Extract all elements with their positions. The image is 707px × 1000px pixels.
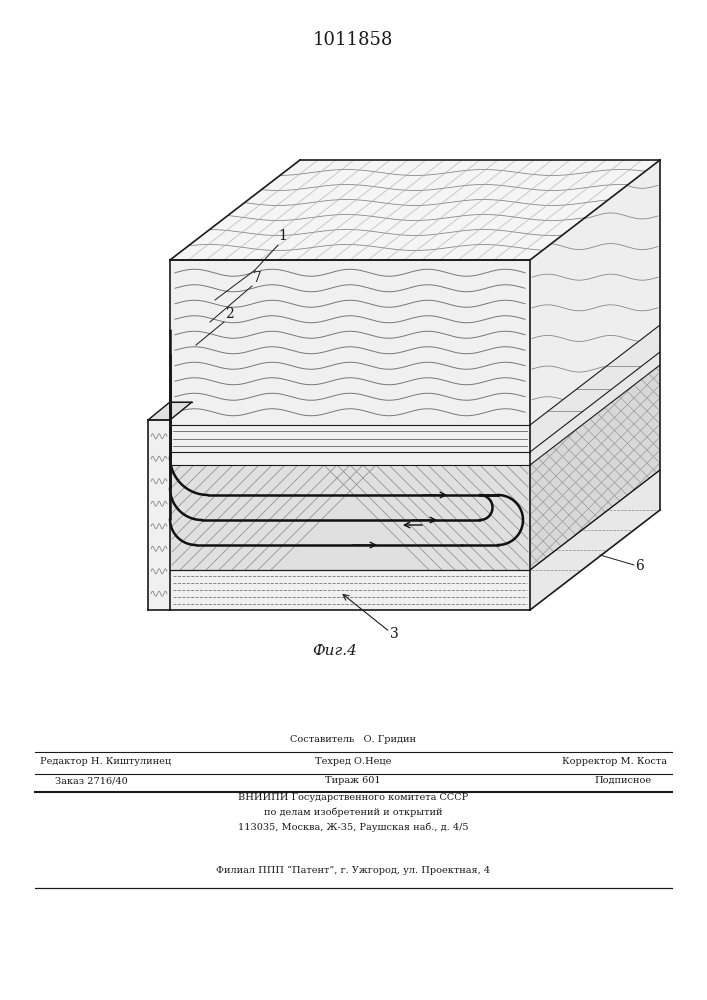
Polygon shape — [170, 260, 530, 425]
Text: Подписное: Подписное — [595, 776, 652, 785]
Polygon shape — [530, 470, 660, 610]
Text: Редактор Н. Киштулинец: Редактор Н. Киштулинец — [40, 757, 171, 766]
Text: Заказ 2716/40: Заказ 2716/40 — [55, 776, 128, 785]
Text: 1: 1 — [278, 229, 287, 243]
Polygon shape — [170, 160, 660, 260]
Polygon shape — [530, 160, 660, 425]
Polygon shape — [170, 425, 530, 452]
Text: Фиг.4: Фиг.4 — [312, 644, 358, 658]
Text: ВНИИПИ Государственного комитета СССР: ВНИИПИ Государственного комитета СССР — [238, 793, 468, 802]
Text: по делам изобретений и открытий: по делам изобретений и открытий — [264, 808, 443, 817]
Text: 113035, Москва, Ж-35, Раушская наб., д. 4/5: 113035, Москва, Ж-35, Раушская наб., д. … — [238, 822, 468, 832]
Polygon shape — [148, 420, 170, 610]
Text: Тираж 601: Тираж 601 — [325, 776, 381, 785]
Polygon shape — [148, 402, 192, 420]
Polygon shape — [170, 452, 530, 465]
Text: 6: 6 — [635, 559, 644, 573]
Text: 7: 7 — [253, 271, 262, 285]
Text: Филиал ППП “Патент”, г. Ужгород, ул. Проектная, 4: Филиал ППП “Патент”, г. Ужгород, ул. Про… — [216, 866, 490, 875]
Text: 1011858: 1011858 — [312, 31, 393, 49]
Text: Составитель   О. Гридин: Составитель О. Гридин — [290, 735, 416, 744]
Text: 2: 2 — [225, 307, 234, 321]
Polygon shape — [530, 325, 660, 452]
Polygon shape — [170, 465, 530, 570]
Text: Корректор М. Коста: Корректор М. Коста — [562, 757, 667, 766]
Text: 3: 3 — [390, 627, 399, 641]
Text: Техред О.Неце: Техред О.Неце — [315, 757, 391, 766]
Polygon shape — [530, 365, 660, 570]
Polygon shape — [530, 352, 660, 465]
Polygon shape — [170, 570, 530, 610]
